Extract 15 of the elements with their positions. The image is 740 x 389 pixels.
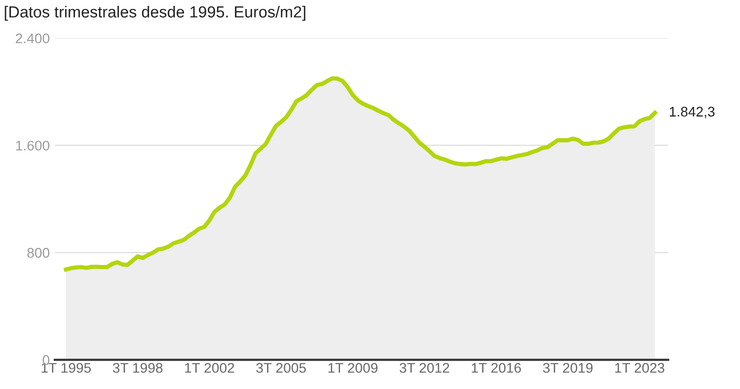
x-tick-label: 1T 1995 <box>42 362 91 373</box>
x-tick-label: 1T 2023 <box>615 362 664 373</box>
x-tick-label: 1T 2002 <box>185 362 234 373</box>
x-tick-label: 1T 2009 <box>328 362 378 373</box>
x-tick-label: 3T 2005 <box>256 362 306 373</box>
x-tick-label: 3T 2019 <box>543 362 593 373</box>
x-tick-label: 3T 2012 <box>400 362 450 373</box>
chart-title: [Datos trimestrales desde 1995. Euros/m2] <box>4 6 306 21</box>
y-tick-label: 800 <box>27 248 50 258</box>
y-tick-label: 1.600 <box>16 140 50 151</box>
x-tick-label: 1T 2016 <box>472 362 521 373</box>
y-tick-label: 0 <box>42 355 50 365</box>
y-tick-label: 2.400 <box>16 33 50 44</box>
x-tick-label: 3T 1998 <box>112 362 162 373</box>
data-label: 1.842,3 <box>670 106 715 118</box>
